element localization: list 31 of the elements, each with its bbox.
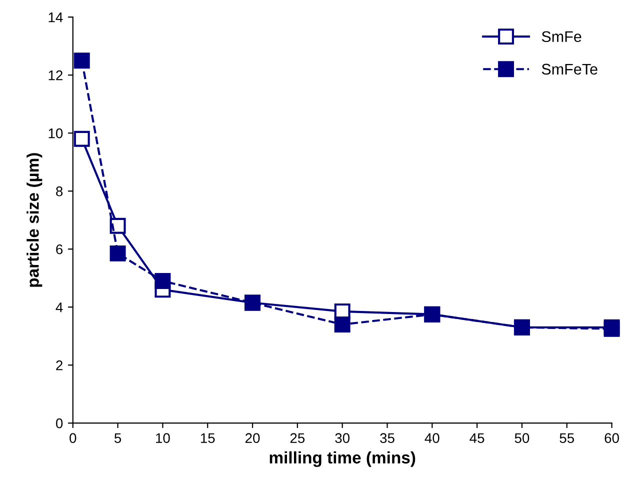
y-tick-label: 10 — [48, 128, 63, 138]
x-tick-label: 55 — [560, 433, 574, 444]
x-tick-label: 60 — [604, 433, 619, 444]
legend-label: SmFeTe — [542, 64, 598, 75]
legend-label: SmFe — [542, 31, 582, 42]
x-tick-label: 5 — [114, 433, 122, 444]
y-tick-label: 14 — [48, 12, 63, 22]
x-axis-title: milling time (mins) — [270, 451, 416, 467]
x-tick-label: 10 — [156, 433, 170, 444]
x-tick-label: 35 — [380, 433, 394, 444]
point — [334, 316, 350, 332]
point — [154, 273, 171, 289]
point — [110, 218, 126, 234]
y-axis-title: particle size (µm) — [26, 153, 42, 287]
x-tick-label: 40 — [424, 433, 440, 444]
point — [74, 130, 90, 147]
y-tick-label: 4 — [56, 302, 63, 312]
y-tick-label: 0 — [56, 418, 63, 428]
y-tick-label: 6 — [56, 244, 63, 254]
x-tick-label: 25 — [290, 433, 305, 444]
point — [110, 245, 126, 262]
x-tick-label: 50 — [514, 433, 530, 444]
y-tick-label: 12 — [48, 70, 62, 80]
y-tick-label: 8 — [56, 186, 63, 196]
x-tick-label: 0 — [70, 433, 76, 444]
x-tick-label: 45 — [470, 433, 484, 444]
point — [74, 52, 90, 69]
x-tick-label: 15 — [200, 433, 215, 444]
x-tick-label: 20 — [246, 433, 260, 444]
y-tick-label: 2 — [56, 360, 62, 370]
x-tick-label: 30 — [335, 433, 350, 444]
